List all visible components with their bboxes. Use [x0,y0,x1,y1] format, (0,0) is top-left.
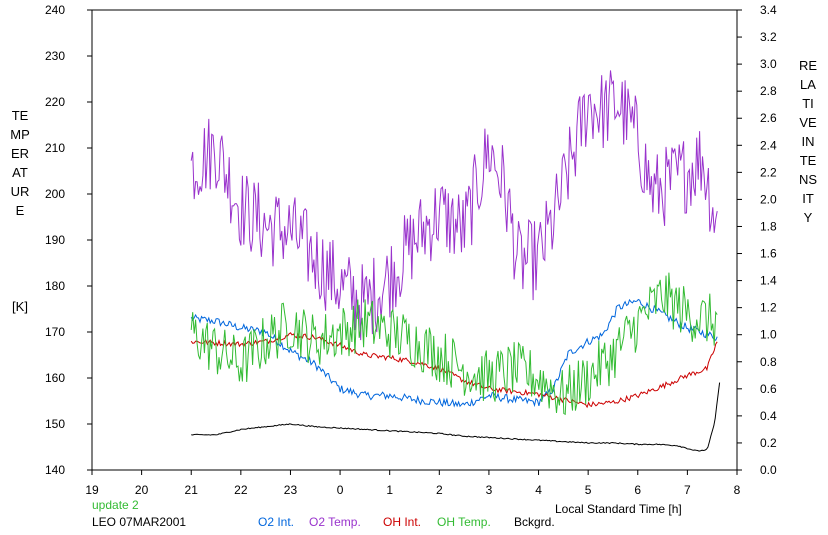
x-tick-label: 6 [634,483,641,497]
right-tick-label: 2.2 [760,165,777,179]
axis-layer: 19 20 21 22 23 0 1 2 3 4 5 6 7 8140150160170180190200… [45,3,777,497]
left-tick-label: 240 [45,3,65,17]
left-tick-label: 160 [45,371,65,385]
left-tick-label: 140 [45,463,65,477]
legend-item: Bckgrd. [514,515,555,529]
right-tick-label: 1.8 [760,219,777,233]
right-axis-label: RELATIVE INTENSITY [798,58,818,225]
left-tick-label: 190 [45,233,65,247]
left-axis-unit: [K] [12,299,28,314]
series-line-o2-temp [190,70,718,341]
x-tick-label: 23 [284,483,298,497]
station-label: LEO 07MAR2001 [92,515,187,529]
x-tick-label: 8 [734,483,741,497]
right-tick-label: 1.0 [760,328,777,342]
legend-item: OH Temp. [437,515,491,529]
right-tick-label: 0.2 [760,436,777,450]
right-tick-label: 0.6 [760,382,777,396]
left-tick-label: 200 [45,187,65,201]
x-tick-label: 7 [684,483,691,497]
legend-item: OH Int. [383,515,422,529]
right-tick-label: 0.8 [760,355,777,369]
left-tick-label: 170 [45,325,65,339]
x-tick-label: 21 [185,483,199,497]
series-layer [190,70,721,452]
x-tick-label: 2 [436,483,443,497]
left-tick-label: 180 [45,279,65,293]
series-line-o2-int [190,298,718,408]
right-tick-label: 2.0 [760,192,777,206]
x-tick-label: 5 [585,483,592,497]
left-axis-label: TEMPERATURE [10,108,30,218]
x-tick-label: 1 [386,483,393,497]
x-tick-label: 4 [535,483,542,497]
right-tick-label: 1.6 [760,247,777,261]
right-tick-label: 1.2 [760,301,777,315]
right-tick-label: 0.4 [760,409,777,423]
right-tick-label: 3.0 [760,57,777,71]
legend-item: O2 Int. [258,515,295,529]
right-tick-label: 3.4 [760,3,777,17]
left-tick-label: 150 [45,417,65,431]
right-tick-label: 3.2 [760,30,777,44]
series-line-oh-temp [190,272,718,416]
x-axis-label: Local Standard Time [h] [555,502,682,516]
left-tick-label: 220 [45,95,65,109]
x-tick-label: 22 [234,483,248,497]
right-tick-label: 1.4 [760,274,777,288]
left-tick-label: 210 [45,141,65,155]
right-tick-label: 2.6 [760,111,777,125]
legend-item: O2 Temp. [309,515,361,529]
legend: O2 Int. O2 Temp. OH Int. OH Temp. Bckgrd. [0,515,828,533]
x-tick-label: 19 [85,483,99,497]
right-tick-label: 0.0 [760,463,777,477]
left-tick-label: 230 [45,49,65,63]
right-tick-label: 2.4 [760,138,777,152]
x-tick-label: 20 [135,483,149,497]
x-tick-label: 0 [337,483,344,497]
series-line-bckgrd [191,382,721,452]
right-tick-label: 2.8 [760,84,777,98]
x-tick-label: 3 [486,483,493,497]
status-text: update 2 [92,498,139,512]
